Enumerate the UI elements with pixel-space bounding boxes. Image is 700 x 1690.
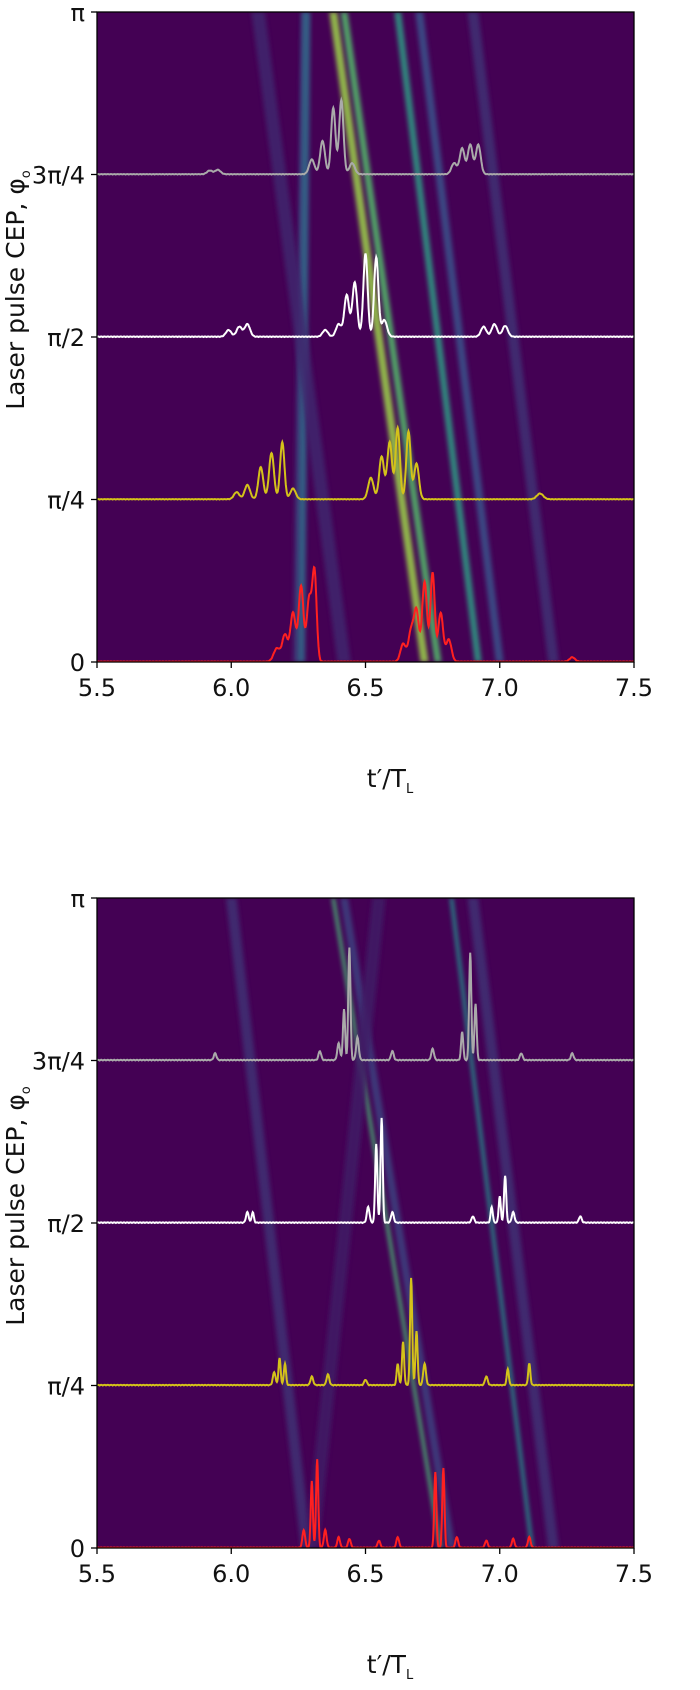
y-tick-label: π/2 xyxy=(47,324,85,352)
y-tick-label: π xyxy=(71,0,85,27)
x-tick-label: 6.5 xyxy=(346,674,384,702)
top-panel: Laser pulse CEP, φo t′/TL 5.5 6.0 6.5 7.0 7.… xyxy=(0,0,700,800)
bottom-panel: Laser pulse CEP, φo t′/TL 5.5 6.0 6.5 7.0 7.… xyxy=(0,885,700,1686)
top-chart: Laser pulse CEP, φo t′/TL 5.5 6.0 6.5 7.0 7.… xyxy=(1,0,653,797)
series-line-2 xyxy=(97,1117,634,1225)
series-line-2 xyxy=(97,253,634,339)
series-line-3 xyxy=(97,96,634,176)
series-line-1 xyxy=(97,424,634,501)
y-tick-label: 0 xyxy=(70,649,85,677)
plot-area xyxy=(97,12,634,662)
series-line-1 xyxy=(97,1277,634,1387)
x-tick-label: 6.5 xyxy=(346,1560,384,1588)
y-tick-label: 3π/4 xyxy=(32,161,85,189)
y-tick-label: π/4 xyxy=(47,1372,85,1400)
x-axis-label: t′/TL xyxy=(367,1650,414,1683)
x-tick-label: 5.5 xyxy=(78,674,116,702)
y-tick-label: 3π/4 xyxy=(32,1047,85,1075)
x-tick-label: 6.0 xyxy=(212,674,250,702)
series-line-3 xyxy=(97,947,634,1062)
x-tick-label: 6.0 xyxy=(212,1560,250,1588)
bottom-chart: Laser pulse CEP, φo t′/TL 5.5 6.0 6.5 7.0 7.… xyxy=(1,885,653,1683)
y-tick-label: π/2 xyxy=(47,1210,85,1238)
x-tick-label: 5.5 xyxy=(78,1560,116,1588)
heatmap-band-2 xyxy=(329,12,429,662)
y-tick-label: 0 xyxy=(70,1535,85,1563)
x-tick-label: 7.5 xyxy=(615,1560,653,1588)
x-tick-label: 7.5 xyxy=(615,674,653,702)
x-axis-label: t′/TL xyxy=(367,764,414,797)
plot-area xyxy=(97,898,634,1548)
y-tick-label: π/4 xyxy=(47,486,85,514)
y-axis-label: Laser pulse CEP, φo xyxy=(1,1086,34,1326)
y-tick-label: π xyxy=(71,886,85,913)
x-tick-label: 7.0 xyxy=(481,674,519,702)
y-axis-label: Laser pulse CEP, φo xyxy=(1,170,34,410)
x-tick-label: 7.0 xyxy=(481,1560,519,1588)
